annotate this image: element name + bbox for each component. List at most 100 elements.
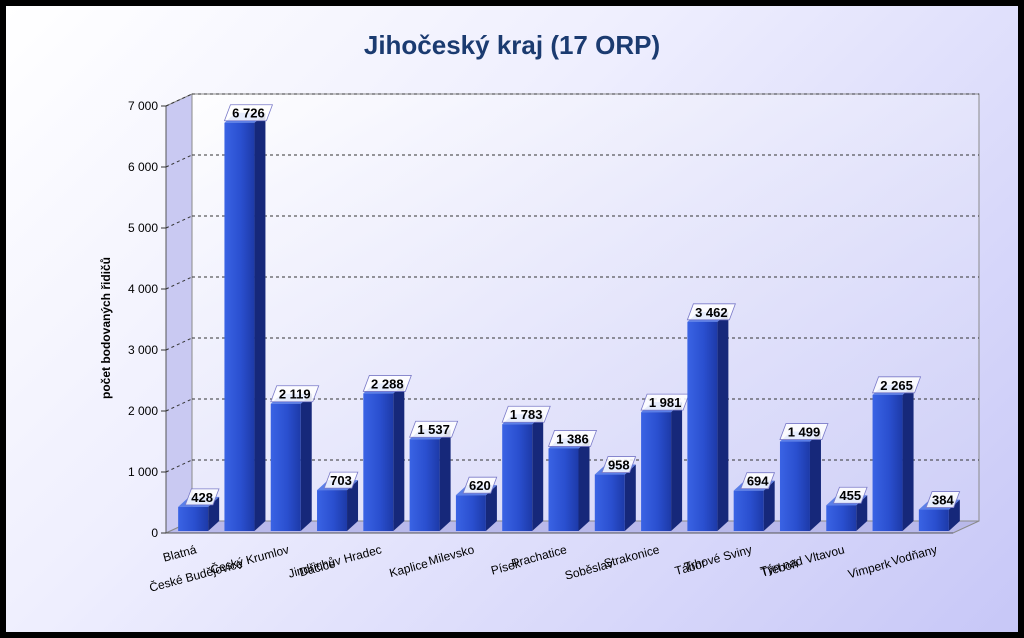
- gridline-side: [165, 215, 193, 229]
- bar-side: [671, 402, 683, 531]
- data-label-bg: [779, 423, 829, 440]
- bar: [224, 112, 266, 532]
- data-label-bg: [601, 456, 637, 473]
- bar-side: [485, 485, 497, 531]
- bar-side: [856, 495, 868, 531]
- bar: [548, 438, 590, 531]
- bar-front: [502, 424, 533, 531]
- x-tick-label: Kaplice: [388, 556, 430, 580]
- x-tick-label: Český Krumlov: [209, 541, 291, 576]
- bar-side: [347, 480, 359, 531]
- data-label-bg: [462, 476, 498, 494]
- x-tick-label: Jindřichův Hradec: [287, 542, 383, 580]
- data-label: 1 386: [556, 431, 589, 446]
- x-tick-label: Vodňany: [890, 542, 939, 568]
- bar-front: [826, 505, 857, 531]
- bar: [779, 431, 821, 531]
- bar-front: [687, 321, 718, 531]
- bar-front: [548, 448, 579, 531]
- bar-front: [178, 506, 209, 531]
- x-tick-label: Blatná: [161, 542, 198, 564]
- data-label: 694: [747, 474, 769, 489]
- data-label-bg: [925, 491, 961, 508]
- x-tick-label: Týn nad Vltavou: [759, 542, 846, 578]
- gridlines: [165, 93, 979, 473]
- bar-front: [594, 474, 625, 531]
- y-tick-label: 2 000: [128, 404, 158, 418]
- gridline-side: [165, 93, 193, 107]
- y-tick-label: 5 000: [128, 221, 158, 235]
- bar-front: [455, 495, 486, 531]
- data-label: 2 288: [371, 376, 404, 391]
- data-label-bg: [323, 471, 359, 489]
- bar: [594, 464, 636, 531]
- data-label-bg: [832, 486, 868, 504]
- gridline-side: [165, 398, 193, 412]
- bar: [270, 393, 312, 531]
- bar-side: [254, 112, 266, 532]
- y-axis-title: počet bodovaných řidičů: [99, 257, 113, 399]
- bar-front: [409, 439, 440, 531]
- bar-side: [578, 438, 590, 531]
- y-tick-label: 0: [151, 526, 158, 540]
- bar: [502, 414, 544, 531]
- y-tick-label: 3 000: [128, 343, 158, 357]
- bar-side: [393, 383, 405, 531]
- bar-front: [779, 441, 810, 531]
- bar-side: [624, 464, 636, 531]
- bar: [641, 402, 683, 531]
- y-tick-label: 4 000: [128, 282, 158, 296]
- bar-front: [872, 394, 903, 531]
- y-axis-ticks: 0 1 000 2 000 3 000 4 000 5 000 6 000 7 000: [128, 99, 166, 540]
- data-label: 958: [608, 458, 630, 473]
- chart-title: Jihočeský kraj (17 ORP): [363, 30, 661, 60]
- gridline-side: [165, 459, 193, 473]
- data-label-bg: [223, 104, 274, 122]
- data-label: 703: [330, 473, 352, 488]
- bar-front: [363, 393, 394, 531]
- data-label: 620: [469, 478, 491, 493]
- bars: 428 6 726 2 119 703 2 288 1 537 620 1 783 1 386 9…: [178, 104, 961, 532]
- data-label: 1 981: [649, 395, 682, 410]
- gridline-side: [165, 276, 193, 290]
- x-tick-label: Strakonice: [602, 542, 661, 570]
- data-label: 455: [839, 488, 861, 503]
- y-tick-label: 6 000: [128, 160, 158, 174]
- x-tick-label: Trhové Sviny: [683, 542, 754, 574]
- data-label-bg: [740, 472, 776, 490]
- data-label-bg: [547, 430, 598, 447]
- y-tick-label: 7 000: [128, 99, 158, 113]
- bar: [409, 429, 451, 531]
- x-tick-label: Milevsko: [427, 542, 476, 568]
- gridline-side: [165, 337, 193, 351]
- data-label: 2 119: [279, 387, 311, 402]
- bar-side: [439, 429, 451, 531]
- bar-front: [918, 509, 949, 531]
- bar-front: [270, 403, 301, 531]
- y-tick-label: 1 000: [128, 465, 158, 479]
- data-label: 428: [191, 490, 213, 505]
- data-label-bg: [686, 303, 736, 321]
- bar: [687, 311, 729, 531]
- bar-side: [300, 393, 312, 531]
- data-label-bg: [270, 385, 320, 403]
- data-label-bg: [409, 420, 459, 438]
- bar-side: [809, 431, 821, 531]
- data-label: 384: [932, 493, 954, 508]
- data-label-bg: [501, 405, 551, 423]
- bar: [363, 383, 405, 531]
- gridline-side: [165, 154, 193, 168]
- bar-chart: 0 1 000 2 000 3 000 4 000 5 000 6 000 7 000 428…: [99, 93, 980, 595]
- data-label: 3 462: [695, 305, 728, 320]
- data-label-bg: [362, 375, 412, 392]
- bar-front: [733, 490, 764, 531]
- data-label: 1 499: [788, 425, 821, 440]
- data-label: 1 783: [510, 407, 543, 422]
- bar-side: [902, 384, 914, 531]
- bar-side: [763, 480, 775, 531]
- data-label-bg: [184, 488, 220, 506]
- data-label: 1 537: [417, 422, 450, 437]
- bar: [872, 384, 914, 531]
- x-tick-label: Prachatice: [510, 542, 569, 570]
